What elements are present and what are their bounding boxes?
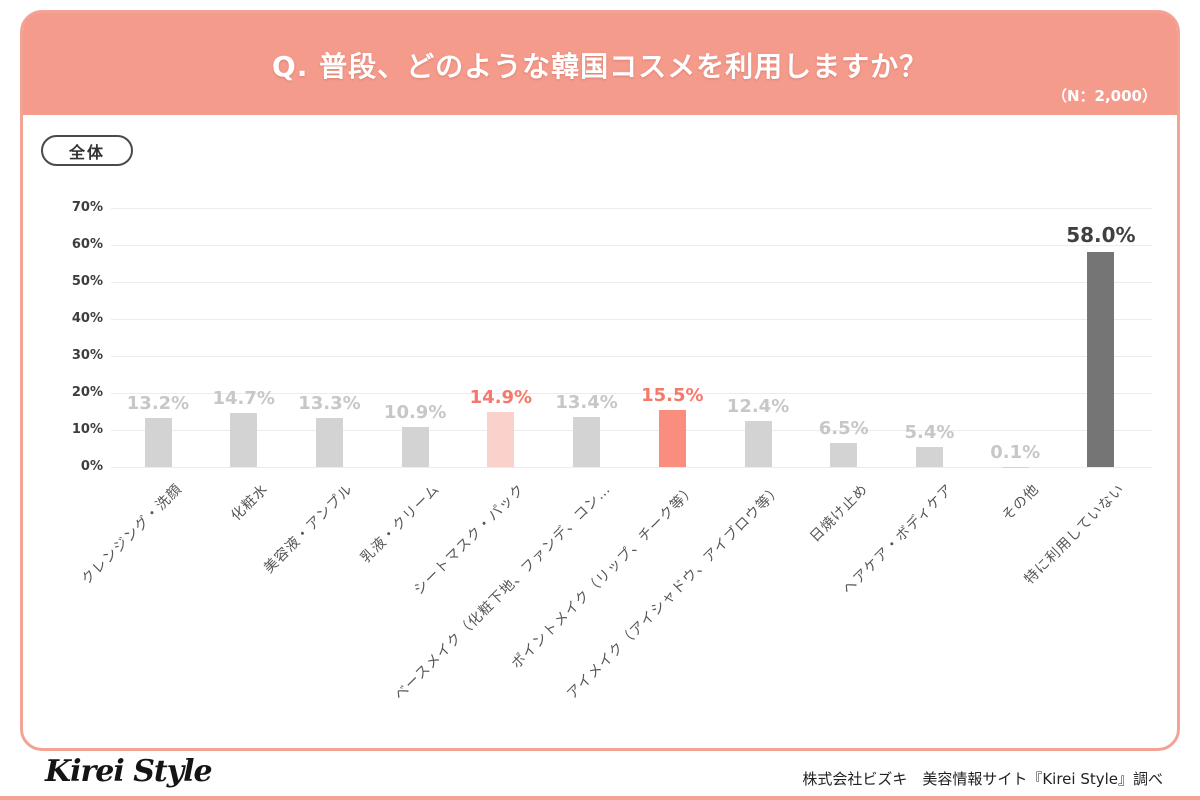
gridline [111,467,1152,468]
bar-value-label: 15.5% [641,384,704,406]
bottom-accent-strip [0,796,1200,800]
survey-card: Q. 普段、どのような韓国コスメを利用しますか？ （N：2,000） 全体 0%… [20,10,1180,751]
y-axis-tick: 70% [71,200,103,215]
bar-chart: 0% 10% 20% 30% 40% 50% 60% 70% 13.2% クレンジング・洗顔 14.… [23,13,1177,748]
bar [1001,466,1029,467]
bar-value-label: 14.9% [469,386,533,408]
bar-value-label: 6.5% [818,417,869,439]
bar [401,426,429,467]
y-axis-tick: 40% [71,311,103,326]
gridline [111,319,1152,320]
bar [144,418,172,467]
bar [915,447,943,467]
sample-size-note: （N：2,000） [1051,87,1157,105]
category-label: 化粧水 [228,481,272,525]
gridline [111,208,1152,209]
bar [830,442,858,467]
bar [658,409,686,467]
source-credit: 株式会社ビズキ 美容情報サイト『Kirei Style』調べ [802,770,1163,788]
gridline [111,393,1152,394]
bar [315,417,343,467]
kirei-style-logo: Kirei Style [45,754,213,789]
bar [230,412,258,467]
category-label: その他 [999,481,1043,525]
bar-value-label: 5.4% [904,422,955,444]
gridline [111,282,1152,283]
bar-value-label: 13.3% [298,392,361,414]
y-axis-tick: 60% [71,237,103,252]
y-axis-tick: 20% [71,385,103,400]
bar [1087,252,1115,467]
category-label: ポイントメイク（リップ、チーク等） [508,481,700,673]
page-title: Q. 普段、どのような韓国コスメを利用しますか？ [271,50,929,83]
bar-value-label: 10.9% [383,401,447,423]
y-axis-tick: 30% [71,348,103,363]
bar-value-label: 12.4% [726,396,790,418]
bar-value-label: 13.4% [555,392,618,414]
bar [487,411,515,467]
y-axis-tick: 10% [71,422,103,437]
bar-value-label: 0.1% [990,441,1041,463]
bar [573,417,601,467]
category-label: クレンジング・洗顔 [78,481,186,588]
card-header: Q. 普段、どのような韓国コスメを利用しますか？ （N：2,000） [23,13,1177,115]
gridline [111,245,1152,246]
y-axis-tick: 0% [80,459,103,474]
gridline [111,356,1152,357]
bar-value-label: 14.7% [212,387,275,409]
bar-value-label: 13.2% [126,393,190,415]
category-label: 美容液・アンプル [261,481,357,577]
category-label: 乳液・クリーム [357,481,443,567]
bar-value-label: 58.0% [1066,223,1136,248]
category-label: 日焼け止め [806,481,872,546]
bar [744,421,772,467]
gridline [111,430,1152,431]
segment-badge-all: 全体 [41,135,133,166]
y-axis-tick: 50% [71,274,103,289]
